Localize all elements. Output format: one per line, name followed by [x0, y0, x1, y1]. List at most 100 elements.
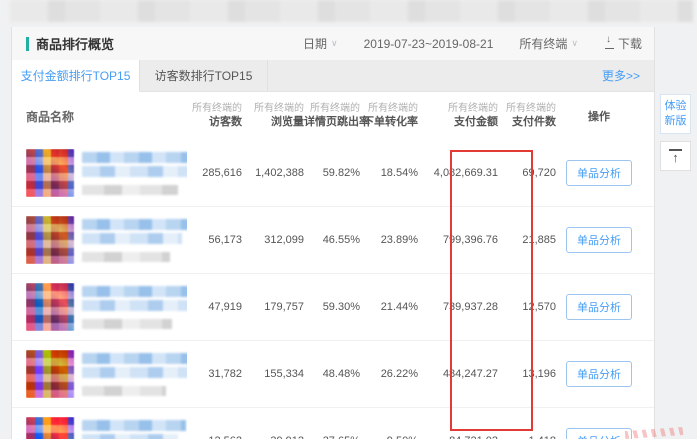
bounce-rate-value: 46.55%	[322, 234, 360, 246]
column-header-label: 支付金额	[454, 116, 498, 129]
action-cell: 单品分析	[556, 294, 642, 320]
item-analysis-button[interactable]: 单品分析	[566, 160, 632, 186]
column-header-prefix: 所有终端的	[448, 103, 498, 115]
column-header-metric: 所有终端的 浏览量	[242, 102, 304, 129]
date-dropdown-label: 日期	[302, 37, 327, 51]
product-thumbnail	[26, 216, 74, 264]
product-thumbnail	[26, 149, 74, 197]
payment-items-value: 1,418	[498, 435, 556, 439]
product-cell	[26, 283, 187, 331]
product-cell	[26, 350, 187, 398]
toolbar: 日期 ∨ 2019-07-23~2019-08-21 所有终端 ∨ 下载	[303, 34, 642, 52]
column-header-label: 下单转化率	[363, 116, 418, 129]
visitors-value: 285,616	[202, 167, 242, 179]
payment-amount-value: 799,396.76	[442, 234, 498, 246]
conversion-rate-value: 21.44%	[380, 301, 418, 313]
table-header: 商品名称 所有终端的 访客数 所有终端的 浏览量 所有终端的 详情页跳出率 所有…	[12, 92, 654, 140]
page-title: 商品排行概览	[36, 37, 115, 52]
try-new-version-button[interactable]: 体验新版	[660, 94, 691, 134]
chevron-down-icon: ∨	[571, 38, 578, 48]
product-cell	[26, 417, 187, 439]
top-nav-blurred-strip	[10, 0, 693, 22]
chevron-down-icon: ∨	[331, 38, 338, 48]
payment-amount-value: 484,247.27	[442, 368, 498, 380]
item-analysis-button[interactable]: 单品分析	[566, 361, 632, 387]
conversion-rate-value: 26.22%	[380, 368, 418, 380]
product-cell	[26, 216, 187, 264]
back-to-top-icon: ↑	[669, 148, 682, 164]
payment-items-value: 12,570	[522, 301, 556, 313]
column-header-metric: 所有终端的 访客数	[187, 102, 242, 129]
visitors-value: 12,562	[187, 435, 242, 439]
visitors-value: 56,173	[208, 234, 242, 246]
product-thumbnail	[26, 417, 74, 439]
views-value: 1,402,388	[255, 167, 304, 179]
column-header-prefix: 所有终端的	[192, 103, 242, 115]
tab-visitor-ranking[interactable]: 访客数排行TOP15	[140, 60, 268, 91]
action-cell: 单品分析	[556, 227, 642, 253]
back-to-top-button[interactable]: ↑	[660, 141, 691, 171]
item-analysis-button[interactable]: 单品分析	[566, 428, 632, 439]
action-cell: 单品分析	[556, 160, 642, 186]
terminal-dropdown-label: 所有终端	[519, 37, 568, 51]
column-header-action: 操作	[588, 111, 610, 123]
panel-header: 商品排行概览 日期 ∨ 2019-07-23~2019-08-21 所有终端 ∨…	[12, 27, 654, 60]
title-accent-bar	[26, 36, 29, 51]
more-link[interactable]: 更多>>	[601, 69, 640, 83]
column-header-label: 访客数	[209, 116, 242, 129]
item-analysis-button[interactable]: 单品分析	[566, 227, 632, 253]
download-button[interactable]: 下载	[604, 34, 642, 52]
column-header-metric: 所有终端的 下单转化率	[360, 102, 418, 129]
table-body: 285,616 1,402,388 59.82% 18.54% 4,082,66…	[12, 140, 654, 439]
product-name-blurred	[82, 151, 187, 195]
views-value: 312,099	[264, 234, 304, 246]
product-cell	[26, 149, 187, 197]
tab-payment-ranking[interactable]: 支付金额排行TOP15	[12, 60, 140, 92]
date-range-value[interactable]: 2019-07-23~2019-08-21	[363, 36, 494, 51]
bounce-rate-value: 59.82%	[322, 167, 360, 179]
column-header-label: 详情页跳出率	[304, 116, 370, 129]
column-header-metric: 所有终端的 支付件数	[498, 102, 556, 129]
download-icon	[604, 34, 615, 49]
payment-amount-value: 4,082,669.31	[433, 167, 498, 179]
views-value: 179,757	[264, 301, 304, 313]
bounce-rate-value: 37.65%	[304, 435, 360, 439]
table-row: 12,562 39,912 37.65% 9.50% 84,721.03 1,4…	[12, 408, 654, 439]
column-header-prefix: 所有终端的	[368, 103, 418, 115]
column-header-label: 浏览量	[271, 116, 304, 129]
column-header-prefix: 所有终端的	[310, 103, 360, 115]
tab-bar: 支付金额排行TOP15 访客数排行TOP15 更多>>	[12, 60, 654, 92]
column-header-prefix: 所有终端的	[254, 103, 304, 115]
column-header-metric: 所有终端的 支付金额	[418, 102, 498, 129]
table-row: 31,782 155,334 48.48% 26.22% 484,247.27 …	[12, 341, 654, 408]
product-thumbnail	[26, 283, 74, 331]
visitors-value: 31,782	[208, 368, 242, 380]
visitors-value: 47,919	[208, 301, 242, 313]
column-header-label: 支付件数	[512, 116, 556, 129]
download-label: 下载	[617, 37, 642, 51]
terminal-dropdown[interactable]: 所有终端 ∨	[519, 35, 578, 52]
product-name-blurred	[82, 218, 187, 262]
product-name-blurred	[82, 285, 187, 329]
product-name-blurred	[82, 419, 186, 439]
column-header-prefix: 所有终端的	[506, 103, 556, 115]
product-name-blurred	[82, 352, 187, 396]
conversion-rate-value: 9.50%	[360, 435, 418, 439]
action-cell: 单品分析	[556, 428, 642, 439]
date-dropdown[interactable]: 日期 ∨	[303, 35, 338, 52]
payment-amount-value: 739,937.28	[442, 301, 498, 313]
column-header-product-name: 商品名称	[26, 109, 75, 124]
bounce-rate-value: 48.48%	[322, 368, 360, 380]
views-value: 39,912	[242, 435, 304, 439]
bounce-rate-value: 59.30%	[322, 301, 360, 313]
table-row: 56,173 312,099 46.55% 23.89% 799,396.76 …	[12, 207, 654, 274]
conversion-rate-value: 18.54%	[380, 167, 418, 179]
payment-amount-value: 84,721.03	[418, 435, 498, 439]
column-header-metric: 所有终端的 详情页跳出率	[304, 102, 370, 129]
table-row: 47,919 179,757 59.30% 21.44% 739,937.28 …	[12, 274, 654, 341]
payment-items-value: 69,720	[522, 167, 556, 179]
item-analysis-button[interactable]: 单品分析	[566, 294, 632, 320]
product-thumbnail	[26, 350, 74, 398]
product-ranking-panel: 商品排行概览 日期 ∨ 2019-07-23~2019-08-21 所有终端 ∨…	[11, 27, 655, 439]
action-cell: 单品分析	[556, 361, 642, 387]
